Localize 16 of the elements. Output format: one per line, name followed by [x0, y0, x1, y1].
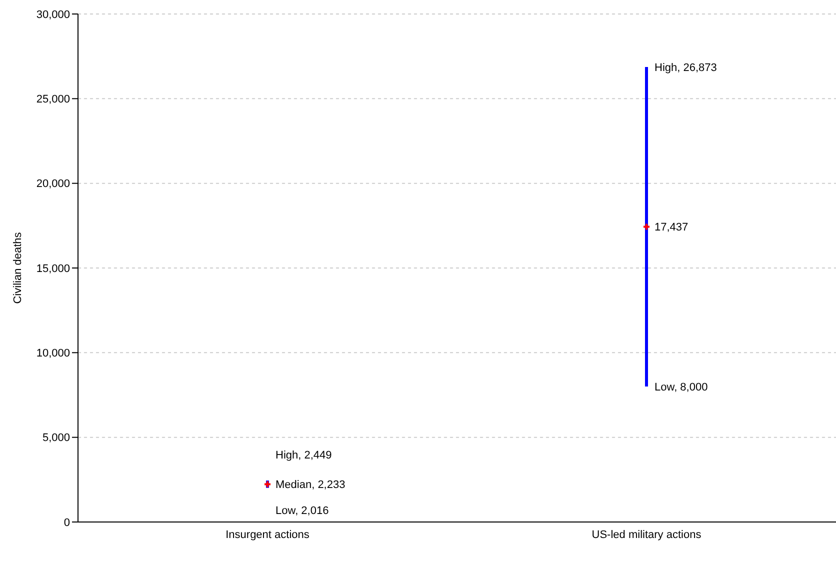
annotation: Low, 2,016 — [276, 504, 329, 517]
y-tick-label: 20,000 — [36, 178, 70, 190]
annotation: High, 26,873 — [654, 62, 717, 74]
y-tick-label: 0 — [64, 516, 70, 529]
annotation: Median, 2,233 — [276, 479, 346, 492]
annotation: 17,437 — [654, 222, 688, 234]
y-tick-label: 30,000 — [36, 8, 70, 21]
annotation: High, 2,449 — [276, 449, 332, 462]
y-tick-label: 5,000 — [42, 432, 70, 444]
y-tick-label: 10,000 — [36, 348, 70, 360]
annotation: Low, 8,000 — [654, 381, 708, 394]
x-tick-label: US-led military actions — [592, 528, 702, 541]
x-tick-label: Insurgent actions — [226, 528, 310, 541]
y-tick-label: 25,000 — [36, 94, 70, 106]
y-axis-title: Civilian deaths — [12, 232, 24, 304]
y-tick-label: 15,000 — [36, 262, 70, 275]
